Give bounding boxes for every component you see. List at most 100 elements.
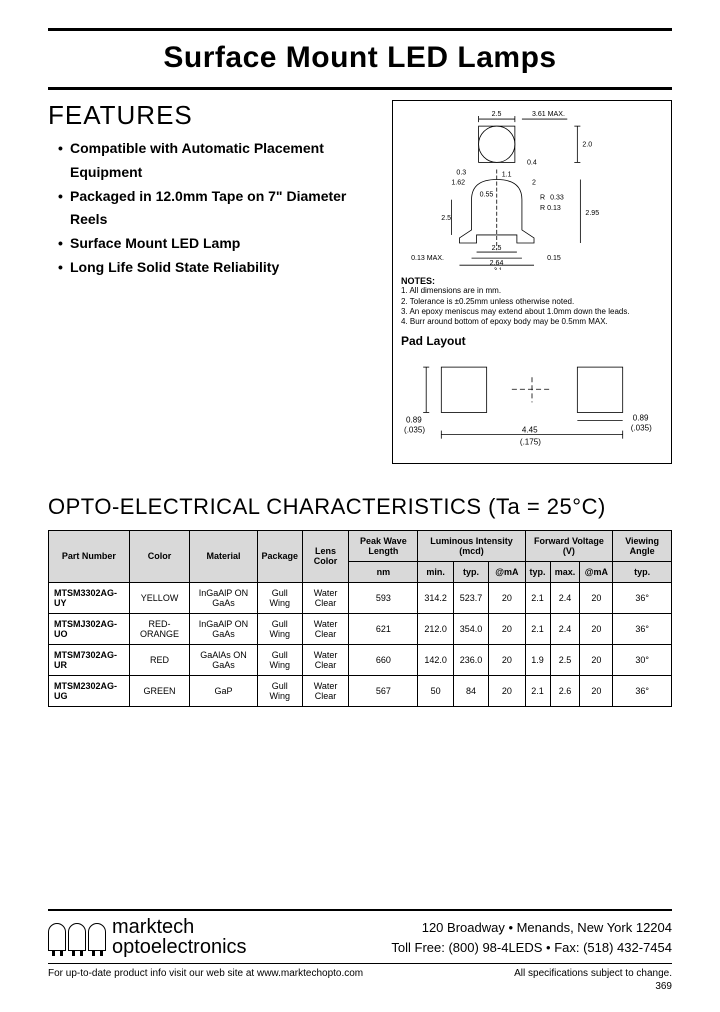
features-heading: FEATURES — [48, 100, 376, 131]
feature-item: Compatible with Automatic Placement Equi… — [58, 137, 376, 185]
table-cell: 30° — [613, 644, 672, 675]
table-cell: 20 — [580, 675, 613, 706]
th-min: min. — [418, 561, 453, 582]
table-row: MTSM7302AG-URREDGaAlAs ON GaAsGull WingW… — [49, 644, 672, 675]
table-cell: Gull Wing — [257, 582, 302, 613]
title-rule — [48, 87, 672, 90]
table-cell: 20 — [580, 644, 613, 675]
th-typ3: typ. — [613, 561, 672, 582]
note-item: 4. Burr around bottom of epoxy body may … — [401, 317, 663, 327]
table-cell: 20 — [489, 613, 525, 644]
table-cell: 354.0 — [453, 613, 488, 644]
table-cell: GaP — [190, 675, 257, 706]
th-typ: typ. — [453, 561, 488, 582]
feature-item: Surface Mount LED Lamp — [58, 232, 376, 256]
table-row: MTSM2302AG-UGGREENGaPGull WingWater Clea… — [49, 675, 672, 706]
table-cell: Water Clear — [302, 613, 348, 644]
table-row: MTSM3302AG-UYYELLOWInGaAlP ON GaAsGull W… — [49, 582, 672, 613]
led-icon — [48, 923, 66, 951]
disclaimer: All specifications subject to change. — [514, 968, 672, 979]
characteristics-heading: OPTO-ELECTRICAL CHARACTERISTICS (Ta = 25… — [48, 494, 672, 520]
th-forward: Forward Voltage (V) — [525, 530, 613, 561]
svg-text:3.61 MAX.: 3.61 MAX. — [532, 111, 565, 118]
svg-text:0.4: 0.4 — [527, 159, 537, 166]
page-number: 369 — [48, 981, 672, 992]
company-name-2: optoelectronics — [112, 937, 247, 957]
table-cell: Gull Wing — [257, 613, 302, 644]
table-cell: 142.0 — [418, 644, 453, 675]
features-list: Compatible with Automatic Placement Equi… — [48, 137, 376, 280]
table-cell: 20 — [580, 613, 613, 644]
table-cell: GaAlAs ON GaAs — [190, 644, 257, 675]
led-icon — [68, 923, 86, 951]
svg-text:R 0.13: R 0.13 — [540, 205, 561, 212]
note-item: 2. Tolerance is ±0.25mm unless otherwise… — [401, 297, 663, 307]
table-cell: 2.1 — [525, 613, 550, 644]
table-cell: Gull Wing — [257, 644, 302, 675]
svg-text:0.55: 0.55 — [480, 192, 494, 199]
table-cell: 2.4 — [550, 582, 580, 613]
svg-text:(.035): (.035) — [631, 423, 652, 432]
svg-text:0.89: 0.89 — [406, 415, 422, 424]
svg-text:2.5: 2.5 — [441, 215, 451, 222]
note-item: 1. All dimensions are in mm. — [401, 286, 663, 296]
svg-text:1.1: 1.1 — [502, 172, 512, 179]
table-cell: MTSM3302AG-UY — [49, 582, 130, 613]
th-material: Material — [190, 530, 257, 582]
table-cell: 50 — [418, 675, 453, 706]
svg-text:R: R — [540, 195, 545, 202]
th-atma2: @mA — [580, 561, 613, 582]
table-cell: 621 — [349, 613, 418, 644]
characteristics-table: Part Number Color Material Package Lens … — [48, 530, 672, 707]
table-cell: MTSM7302AG-UR — [49, 644, 130, 675]
table-cell: 2.1 — [525, 675, 550, 706]
svg-text:1.62: 1.62 — [451, 180, 465, 187]
svg-text:0.3: 0.3 — [456, 169, 466, 176]
svg-text:3.1: 3.1 — [494, 268, 503, 270]
table-cell: 2.5 — [550, 644, 580, 675]
feature-item: Long Life Solid State Reliability — [58, 256, 376, 280]
table-cell: InGaAlP ON GaAs — [190, 582, 257, 613]
th-lens: Lens Color — [302, 530, 348, 582]
svg-text:(.035): (.035) — [404, 425, 425, 434]
address-line: 120 Broadway • Menands, New York 12204 — [391, 918, 672, 938]
table-cell: Water Clear — [302, 675, 348, 706]
th-color: Color — [129, 530, 189, 582]
diagram-box: 2.5 3.61 MAX. 2.0 2.5 0.55 1.1 2 R 0.33 — [392, 100, 672, 464]
contact-line: Toll Free: (800) 98-4LEDS • Fax: (518) 4… — [391, 938, 672, 958]
svg-text:2.64: 2.64 — [490, 260, 504, 267]
th-nm: nm — [349, 561, 418, 582]
company-logo: marktech optoelectronics — [48, 917, 247, 957]
th-part: Part Number — [49, 530, 130, 582]
table-cell: 567 — [349, 675, 418, 706]
pad-layout-heading: Pad Layout — [401, 334, 663, 348]
notes-list: 1. All dimensions are in mm. 2. Toleranc… — [401, 286, 663, 328]
svg-text:0.33: 0.33 — [550, 195, 564, 202]
footer: marktech optoelectronics 120 Broadway • … — [48, 909, 672, 992]
table-cell: 593 — [349, 582, 418, 613]
table-cell: 84 — [453, 675, 488, 706]
page-title: Surface Mount LED Lamps — [48, 31, 672, 87]
company-name-1: marktech — [112, 917, 247, 937]
table-cell: 20 — [489, 675, 525, 706]
th-typ2: typ. — [525, 561, 550, 582]
table-cell: 660 — [349, 644, 418, 675]
company-address: 120 Broadway • Menands, New York 12204 T… — [391, 918, 672, 957]
svg-text:2: 2 — [532, 180, 536, 187]
svg-text:(.175): (.175) — [520, 437, 541, 446]
table-cell: 20 — [489, 644, 525, 675]
table-cell: 2.4 — [550, 613, 580, 644]
table-cell: 1.9 — [525, 644, 550, 675]
pad-layout-drawing: 0.89 (.035) 0.89 (.035) 4.45 (.175) — [401, 352, 663, 453]
svg-text:2.5: 2.5 — [492, 245, 502, 252]
led-icon — [88, 923, 106, 951]
table-cell: 2.6 — [550, 675, 580, 706]
th-package: Package — [257, 530, 302, 582]
feature-item: Packaged in 12.0mm Tape on 7" Diameter R… — [58, 185, 376, 233]
table-cell: MTSMJ302AG-UO — [49, 613, 130, 644]
svg-text:2.5: 2.5 — [492, 111, 502, 118]
th-viewing: Viewing Angle — [613, 530, 672, 561]
svg-text:2.95: 2.95 — [585, 210, 599, 217]
table-cell: YELLOW — [129, 582, 189, 613]
th-atma: @mA — [489, 561, 525, 582]
